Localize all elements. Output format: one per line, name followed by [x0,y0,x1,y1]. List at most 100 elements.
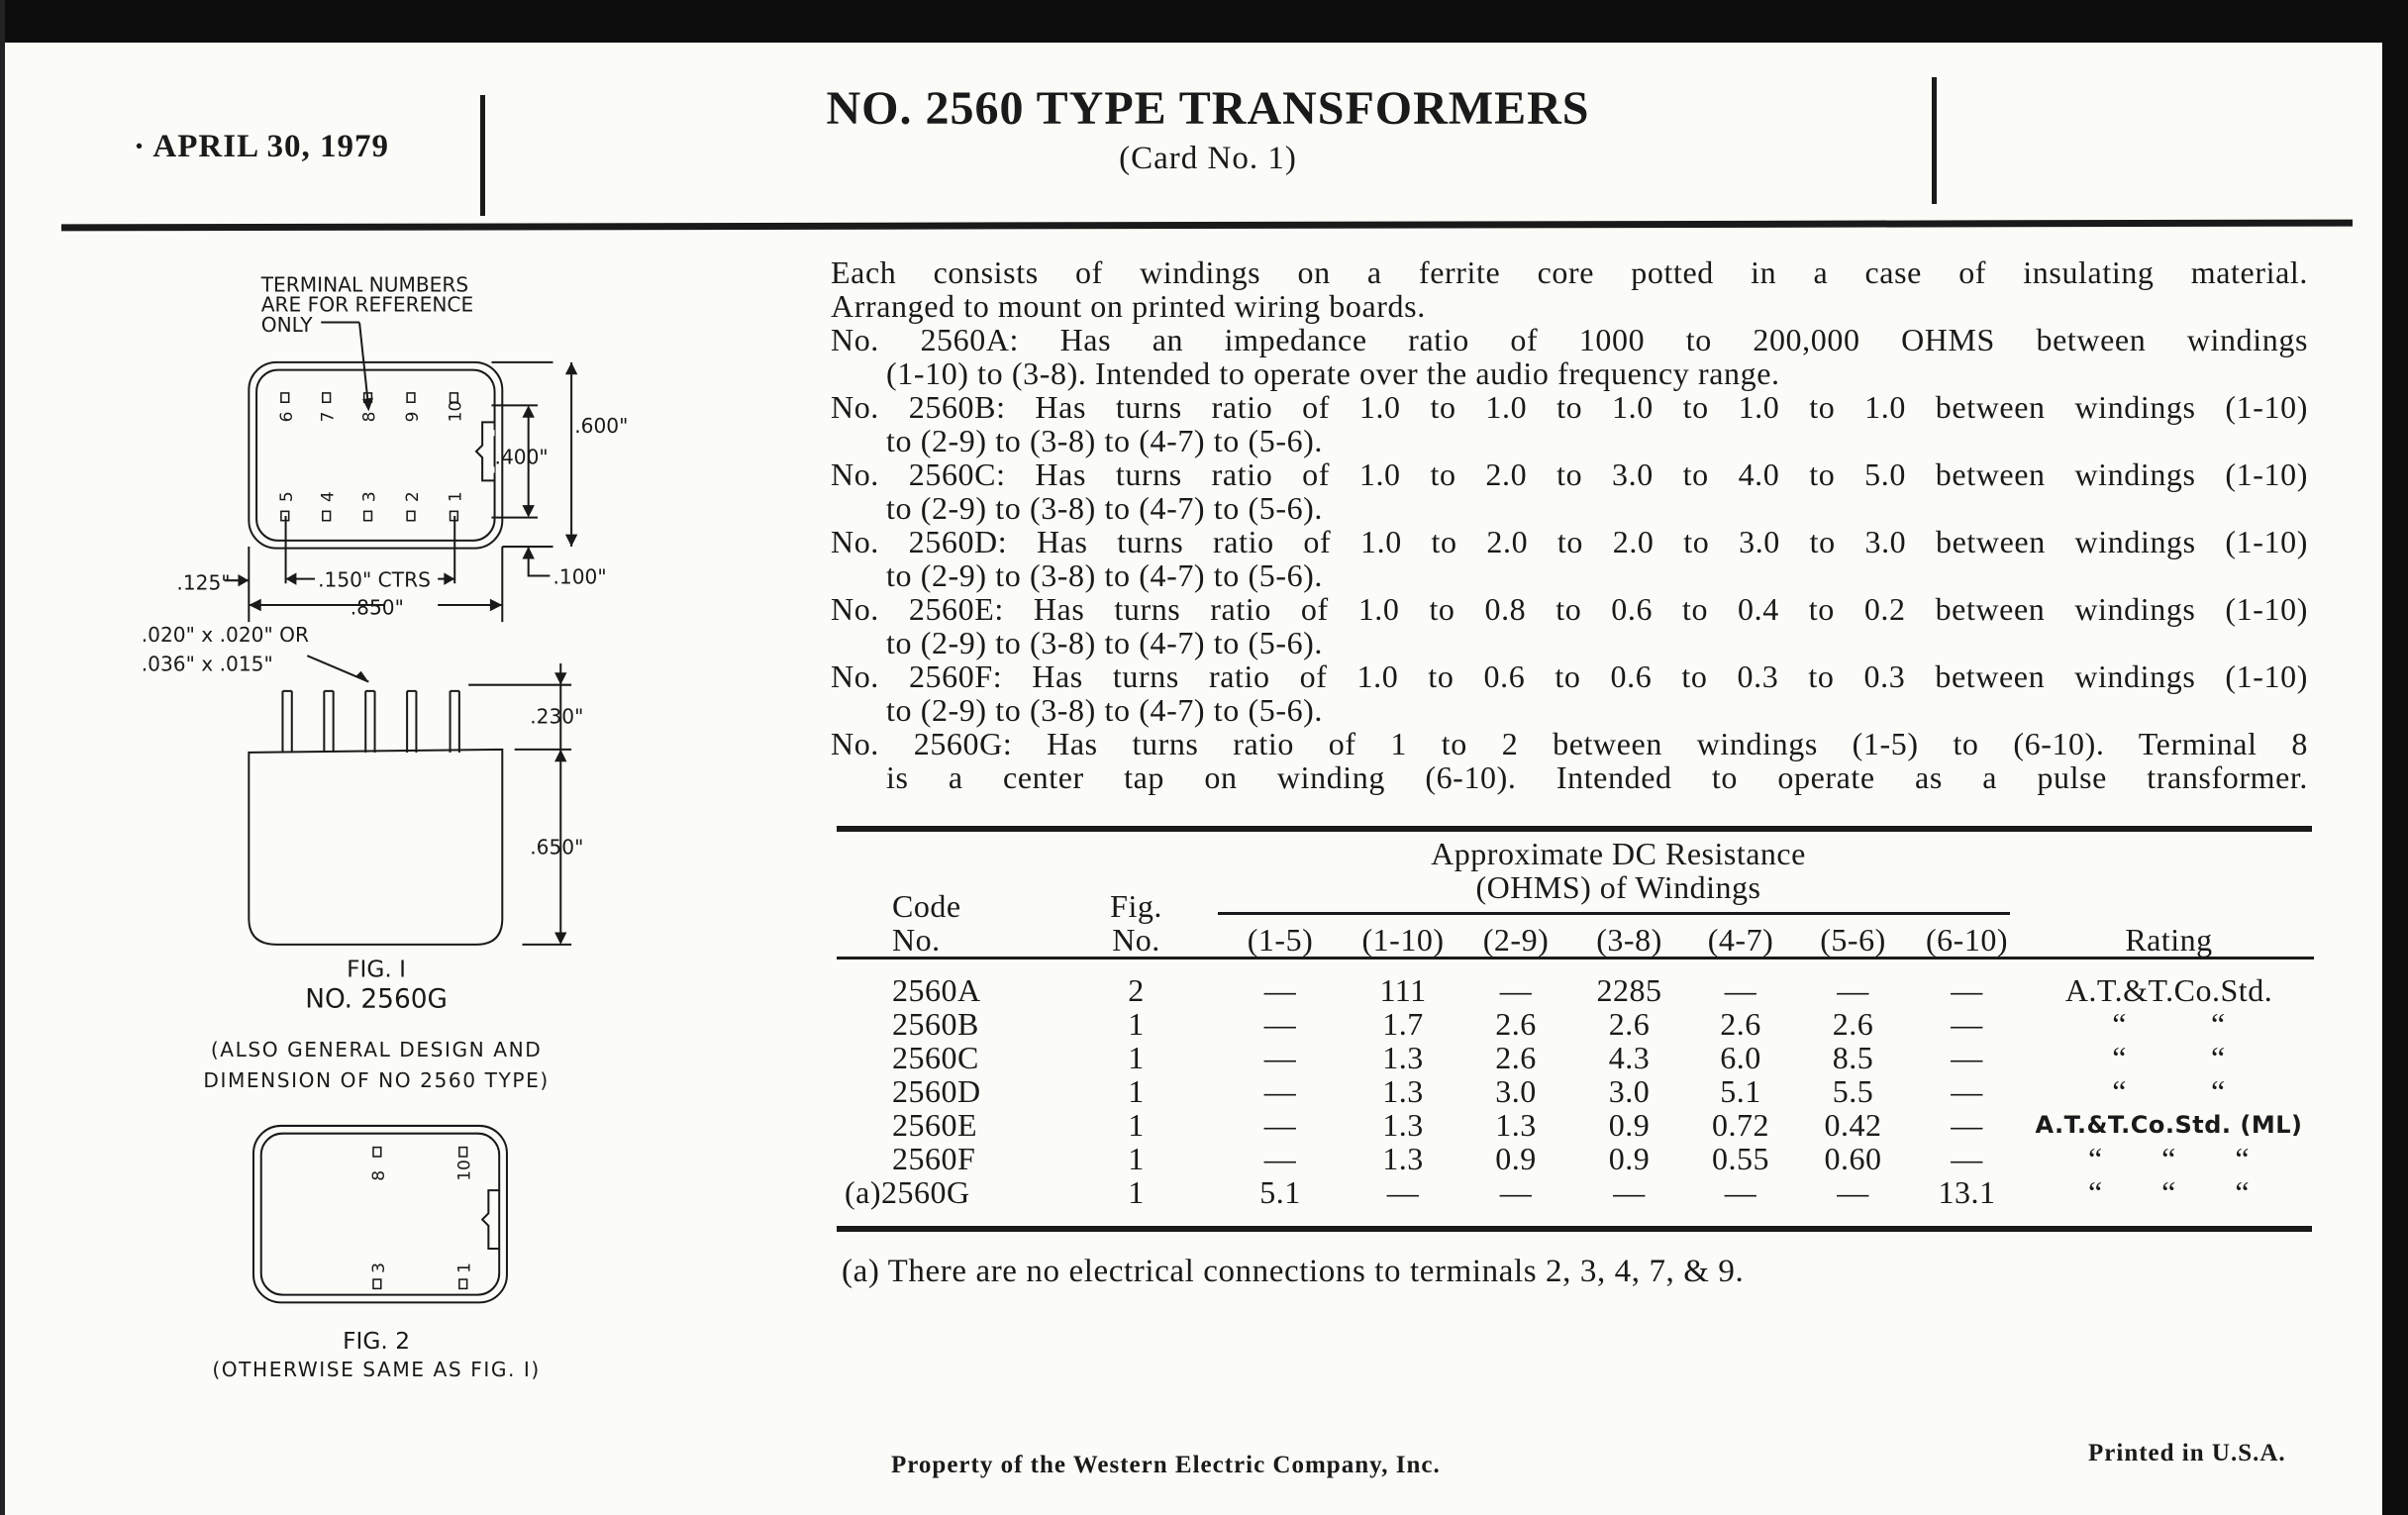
resistance-cell: 13.1 [1938,1174,1996,1210]
dim-600: .600" [574,414,628,438]
resistance-cell: 2285 [1596,972,1662,1008]
description-line: No. 2560E: Has turns ratio of 1.0 to 0.8… [831,591,2308,627]
dim-850: .850" [351,595,404,619]
dim-100: .100" [553,564,607,588]
fig-cell: 1 [1128,1141,1145,1176]
code-cell: 2560F [892,1141,976,1176]
fig-header: Fig. No. [1059,889,1213,959]
group-header-line-1: Approximate DC Resistance [1431,836,1806,871]
resistance-cell: 5.5 [1832,1073,1874,1109]
code-cell: (a)2560G [845,1174,970,1210]
description-line: No. 2560B: Has turns ratio of 1.0 to 1.0… [831,389,2308,425]
resistance-cell: 2.6 [1720,1006,1761,1042]
fig1-code: NO. 2560G [305,984,448,1014]
winding-header: (5-6) [1820,922,1886,958]
resistance-cell: 0.55 [1712,1141,1769,1176]
table-row: 2560C 1 — 1.3 2.6 4.3 6.0 8.5 — “ “ [837,1041,2314,1074]
table-row: 2560E 1 — 1.3 1.3 0.9 0.72 0.42 — A.T.&T.Co.Std. … [837,1108,2314,1142]
resistance-cell: 3.0 [1608,1073,1651,1109]
resistance-cell: 0.42 [1824,1107,1882,1143]
description-line: (1-10) to (3-8). Intended to operate ove… [886,355,1780,391]
fig-cell: 1 [1128,1006,1145,1042]
resistance-cell: — [1263,1006,1297,1042]
terminal-number: 9 [403,412,423,423]
page-title: NO. 2560 TYPE TRANSFORMERS [826,82,1590,135]
fig2-label: FIG. 2 [343,1328,410,1355]
fig-cell: 1 [1128,1107,1145,1143]
dim-400: .400" [495,445,549,468]
resistance-cell: 5.1 [1259,1174,1301,1210]
code-cell: 2560E [892,1107,978,1143]
description-line: is a center tap on winding (6-10). Inten… [886,759,2308,795]
terminal-number: 8 [360,412,380,423]
description-line: No. 2560C: Has turns ratio of 1.0 to 2.0… [831,456,2308,492]
description-line: to (2-9) to (3-8) to (4-7) to (5-6). [886,557,1324,593]
terminal-pin [322,392,332,403]
terminal-number: 6 [277,412,297,423]
resistance-cell: 111 [1379,972,1427,1008]
resistance-cell: 2.6 [1608,1006,1651,1042]
dim-650: .650" [530,835,583,858]
resistance-cell: 2.6 [1495,1040,1537,1075]
terminal-pin [406,510,416,522]
code-cell: 2560C [892,1040,979,1075]
fig-cell: 1 [1128,1040,1145,1075]
table-row: 2560B 1 — 1.7 2.6 2.6 2.6 2.6 — “ “ [837,1007,2314,1041]
description-line: No. 2560G: Has turns ratio of 1 to 2 bet… [831,726,2308,761]
fig-cell: 1 [1128,1174,1145,1210]
description-line: to (2-9) to (3-8) to (4-7) to (5-6). [886,692,1324,728]
header-divider-left [480,95,485,216]
resistance-cell: 1.3 [1382,1040,1424,1075]
rating-cell: “ “ [2112,1040,2226,1075]
fig2-terminal-number: 1 [455,1262,475,1273]
terminal-pin [322,510,332,522]
terminal-number: 1 [446,491,465,502]
description-line: Each consists of windings on a ferrite c… [831,254,2308,290]
resistance-cell: 8.5 [1832,1040,1874,1075]
code-cell: 2560A [892,972,981,1008]
code-cell: 2560B [892,1006,979,1042]
description: Each consists of windings on a ferrite c… [831,255,2308,794]
resistance-cell: — [1724,1174,1757,1210]
scan-border-top [0,0,2408,43]
resistance-cell: 1.3 [1382,1073,1424,1109]
terminal-pin [406,392,416,403]
resistance-cell: 1.7 [1382,1006,1424,1042]
terminal-number: 10 [446,401,465,423]
terminal-pin [372,1278,382,1290]
resistance-cell: 5.1 [1720,1073,1761,1109]
resistance-cell: 0.60 [1824,1141,1882,1176]
description-line: to (2-9) to (3-8) to (4-7) to (5-6). [886,625,1324,660]
resistance-cell: 2.6 [1495,1006,1537,1042]
winding-header: (6-10) [1926,922,2008,958]
terminal-pin [280,392,290,403]
fig-cell: 2 [1128,972,1145,1008]
rating-cell: A.T.&T.Co.Std. (ML) [2035,1111,2303,1139]
fig-header-line-2: No. [1112,922,1160,958]
terminal-number: 5 [277,491,297,502]
rating-cell: “ “ “ [2087,1141,2251,1176]
scan-border-right [2382,0,2408,1515]
table-row: (a)2560G 1 5.1 — — — — — 13.1 “ “ “ [837,1175,2314,1209]
fig1-pins [281,690,460,753]
dim-230: .230" [530,704,583,728]
resistance-cell: — [1263,1141,1297,1176]
description-line: No. 2560F: Has turns ratio of 1.0 to 0.6… [831,658,2308,694]
rating-cell: “ “ [2112,1073,2226,1109]
resistance-cell: 0.9 [1608,1141,1651,1176]
fig2-terminal-number: 8 [369,1170,389,1181]
code-header-line-1: Code [892,888,961,924]
fig1-note-1: (ALSO GENERAL DESIGN AND [211,1038,542,1061]
resistance-cell: 6.0 [1720,1040,1761,1075]
code-header: Code No. [837,889,1059,959]
fig1-note-2: DIMENSION OF NO 2560 TYPE) [203,1068,549,1092]
resistance-cell: — [1724,972,1757,1008]
resistance-cell: 0.9 [1495,1141,1537,1176]
terminal-number: 7 [319,412,339,423]
card-number: (Card No. 1) [1119,141,1297,176]
table-bottom-rule [837,1226,2312,1232]
dim-150: .150" CTRS [318,567,431,591]
fig1-top-outline [248,360,504,550]
footer-property: Property of the Western Electric Company… [891,1452,1441,1478]
